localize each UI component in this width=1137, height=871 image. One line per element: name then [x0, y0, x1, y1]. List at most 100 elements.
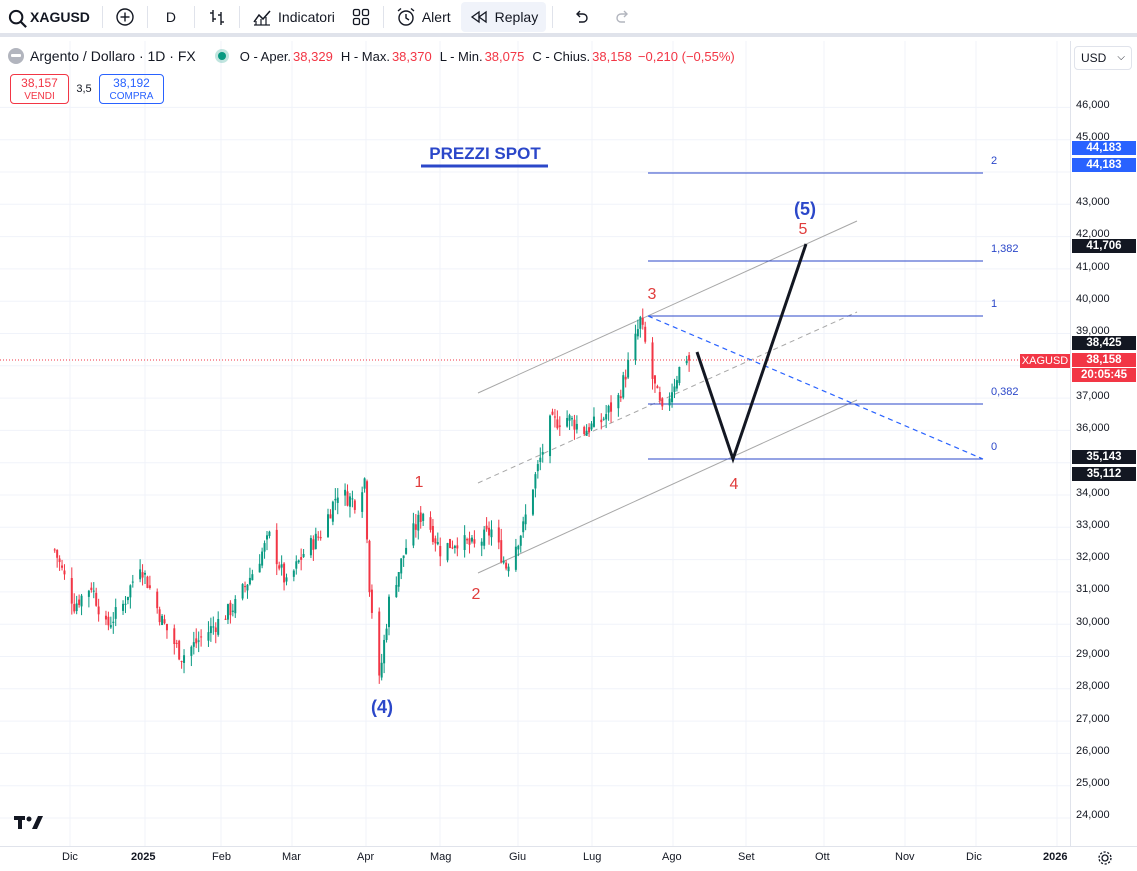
interval-button[interactable]: D: [152, 0, 190, 35]
trade-panel: 38,157 VENDI 3,5 38,192 COMPRA: [10, 74, 164, 104]
candle: [470, 535, 473, 544]
candle-body: [370, 589, 373, 613]
candle-body: [419, 512, 422, 522]
buy-button[interactable]: 38,192 COMPRA: [99, 74, 164, 104]
candle: [524, 504, 527, 531]
candle: [539, 447, 542, 471]
candle: [280, 555, 283, 576]
price-tick-label: 24,000: [1076, 809, 1110, 821]
symbol-search[interactable]: XAGUSD: [0, 0, 98, 35]
chart-type-button[interactable]: [199, 0, 235, 35]
chart-annotation-title[interactable]: PREZZI SPOT: [429, 144, 541, 163]
buy-price: 38,192: [113, 76, 150, 90]
indicators-button[interactable]: Indicatori: [244, 0, 343, 35]
candle: [556, 410, 559, 430]
candle: [319, 530, 322, 541]
price-tag: 44,183: [1072, 158, 1136, 172]
replay-button[interactable]: Replay: [460, 1, 547, 32]
candle-body: [241, 584, 244, 599]
candle: [688, 352, 691, 372]
symbol-name: XAGUSD: [30, 8, 90, 25]
candle: [685, 355, 688, 366]
candle: [419, 506, 422, 529]
price-tag: 38,158: [1072, 353, 1136, 367]
price-tag: 20:05:45: [1072, 368, 1136, 382]
layouts-button[interactable]: [343, 0, 379, 35]
channel-lower-line[interactable]: [477, 399, 858, 574]
candle: [78, 594, 81, 608]
candle-body: [619, 396, 622, 399]
high-label: H - Max.: [340, 48, 390, 64]
candle-body: [190, 646, 193, 656]
price-chart[interactable]: 2 1,382 1 0,382 0 1 2 3 4 5 (4) (5) PREZ…: [0, 41, 1070, 846]
price-tick-label: 37,000: [1076, 390, 1110, 402]
price-tick-label: 41,000: [1076, 261, 1110, 273]
compare-button[interactable]: [107, 0, 143, 35]
candle: [156, 588, 159, 614]
candle-body: [158, 609, 161, 623]
candle: [480, 538, 483, 557]
time-tick-label: Ago: [662, 851, 682, 863]
candle: [600, 413, 603, 430]
candle: [405, 539, 408, 555]
candle-body: [519, 535, 522, 546]
candle: [161, 614, 164, 626]
time-axis[interactable]: [0, 846, 1137, 868]
alert-button[interactable]: Alert: [388, 0, 459, 35]
market-status-icon[interactable]: [217, 52, 226, 60]
candle-body: [522, 521, 525, 533]
price-tag: 44,183: [1072, 141, 1136, 155]
candle: [639, 315, 642, 338]
candle-body: [383, 639, 386, 664]
candle: [275, 523, 278, 576]
candle-body: [536, 464, 539, 472]
candle: [519, 534, 522, 553]
candle: [248, 567, 251, 586]
toolbar-divider: [239, 5, 241, 28]
candle: [534, 471, 537, 498]
candle-body: [314, 533, 317, 549]
candle: [673, 378, 676, 399]
candles-group: [53, 308, 691, 684]
candle-body: [200, 636, 203, 638]
channel-upper-line[interactable]: [477, 220, 858, 394]
candle: [453, 544, 456, 554]
candle: [658, 386, 661, 404]
tradingview-logo-icon[interactable]: [14, 815, 44, 836]
toolbar-divider: [382, 5, 384, 28]
candle: [346, 484, 349, 507]
candle: [575, 415, 578, 434]
candle: [144, 570, 146, 584]
replay-label: Replay: [494, 8, 539, 25]
candle: [75, 595, 78, 615]
candle-body: [453, 545, 456, 548]
candle-body: [568, 415, 571, 421]
rewind-icon: [469, 7, 489, 27]
projection-path[interactable]: [695, 243, 808, 464]
candle-body: [380, 662, 383, 678]
redo-button[interactable]: [605, 0, 641, 35]
candle-body: [56, 550, 59, 558]
chart-title[interactable]: Argento / Dollaro · 1D · FX: [30, 48, 196, 64]
sell-button[interactable]: 38,157 VENDI: [10, 74, 69, 104]
fib-trend-line[interactable]: [647, 315, 984, 460]
price-tag: 38,425: [1072, 336, 1136, 350]
candle: [292, 569, 295, 582]
candle: [610, 395, 613, 423]
candle: [412, 512, 415, 549]
price-axis[interactable]: [1070, 41, 1137, 846]
chart-pane[interactable]: 2 1,382 1 0,382 0 1 2 3 4 5 (4) (5) PREZ…: [0, 41, 1070, 846]
settings-gear-icon[interactable]: [1097, 850, 1113, 866]
candle-body: [251, 574, 254, 581]
channel-mid-line[interactable]: [477, 311, 858, 484]
candle-body: [668, 398, 671, 406]
currency-select[interactable]: USD ⌵: [1074, 46, 1132, 70]
candle-body: [109, 625, 112, 628]
candle-body: [602, 418, 605, 420]
sell-label: VENDI: [24, 91, 55, 102]
undo-button[interactable]: [557, 0, 605, 35]
candle: [229, 600, 232, 624]
candle-body: [139, 569, 142, 580]
candle: [178, 639, 181, 661]
toolbar-divider: [101, 5, 103, 28]
